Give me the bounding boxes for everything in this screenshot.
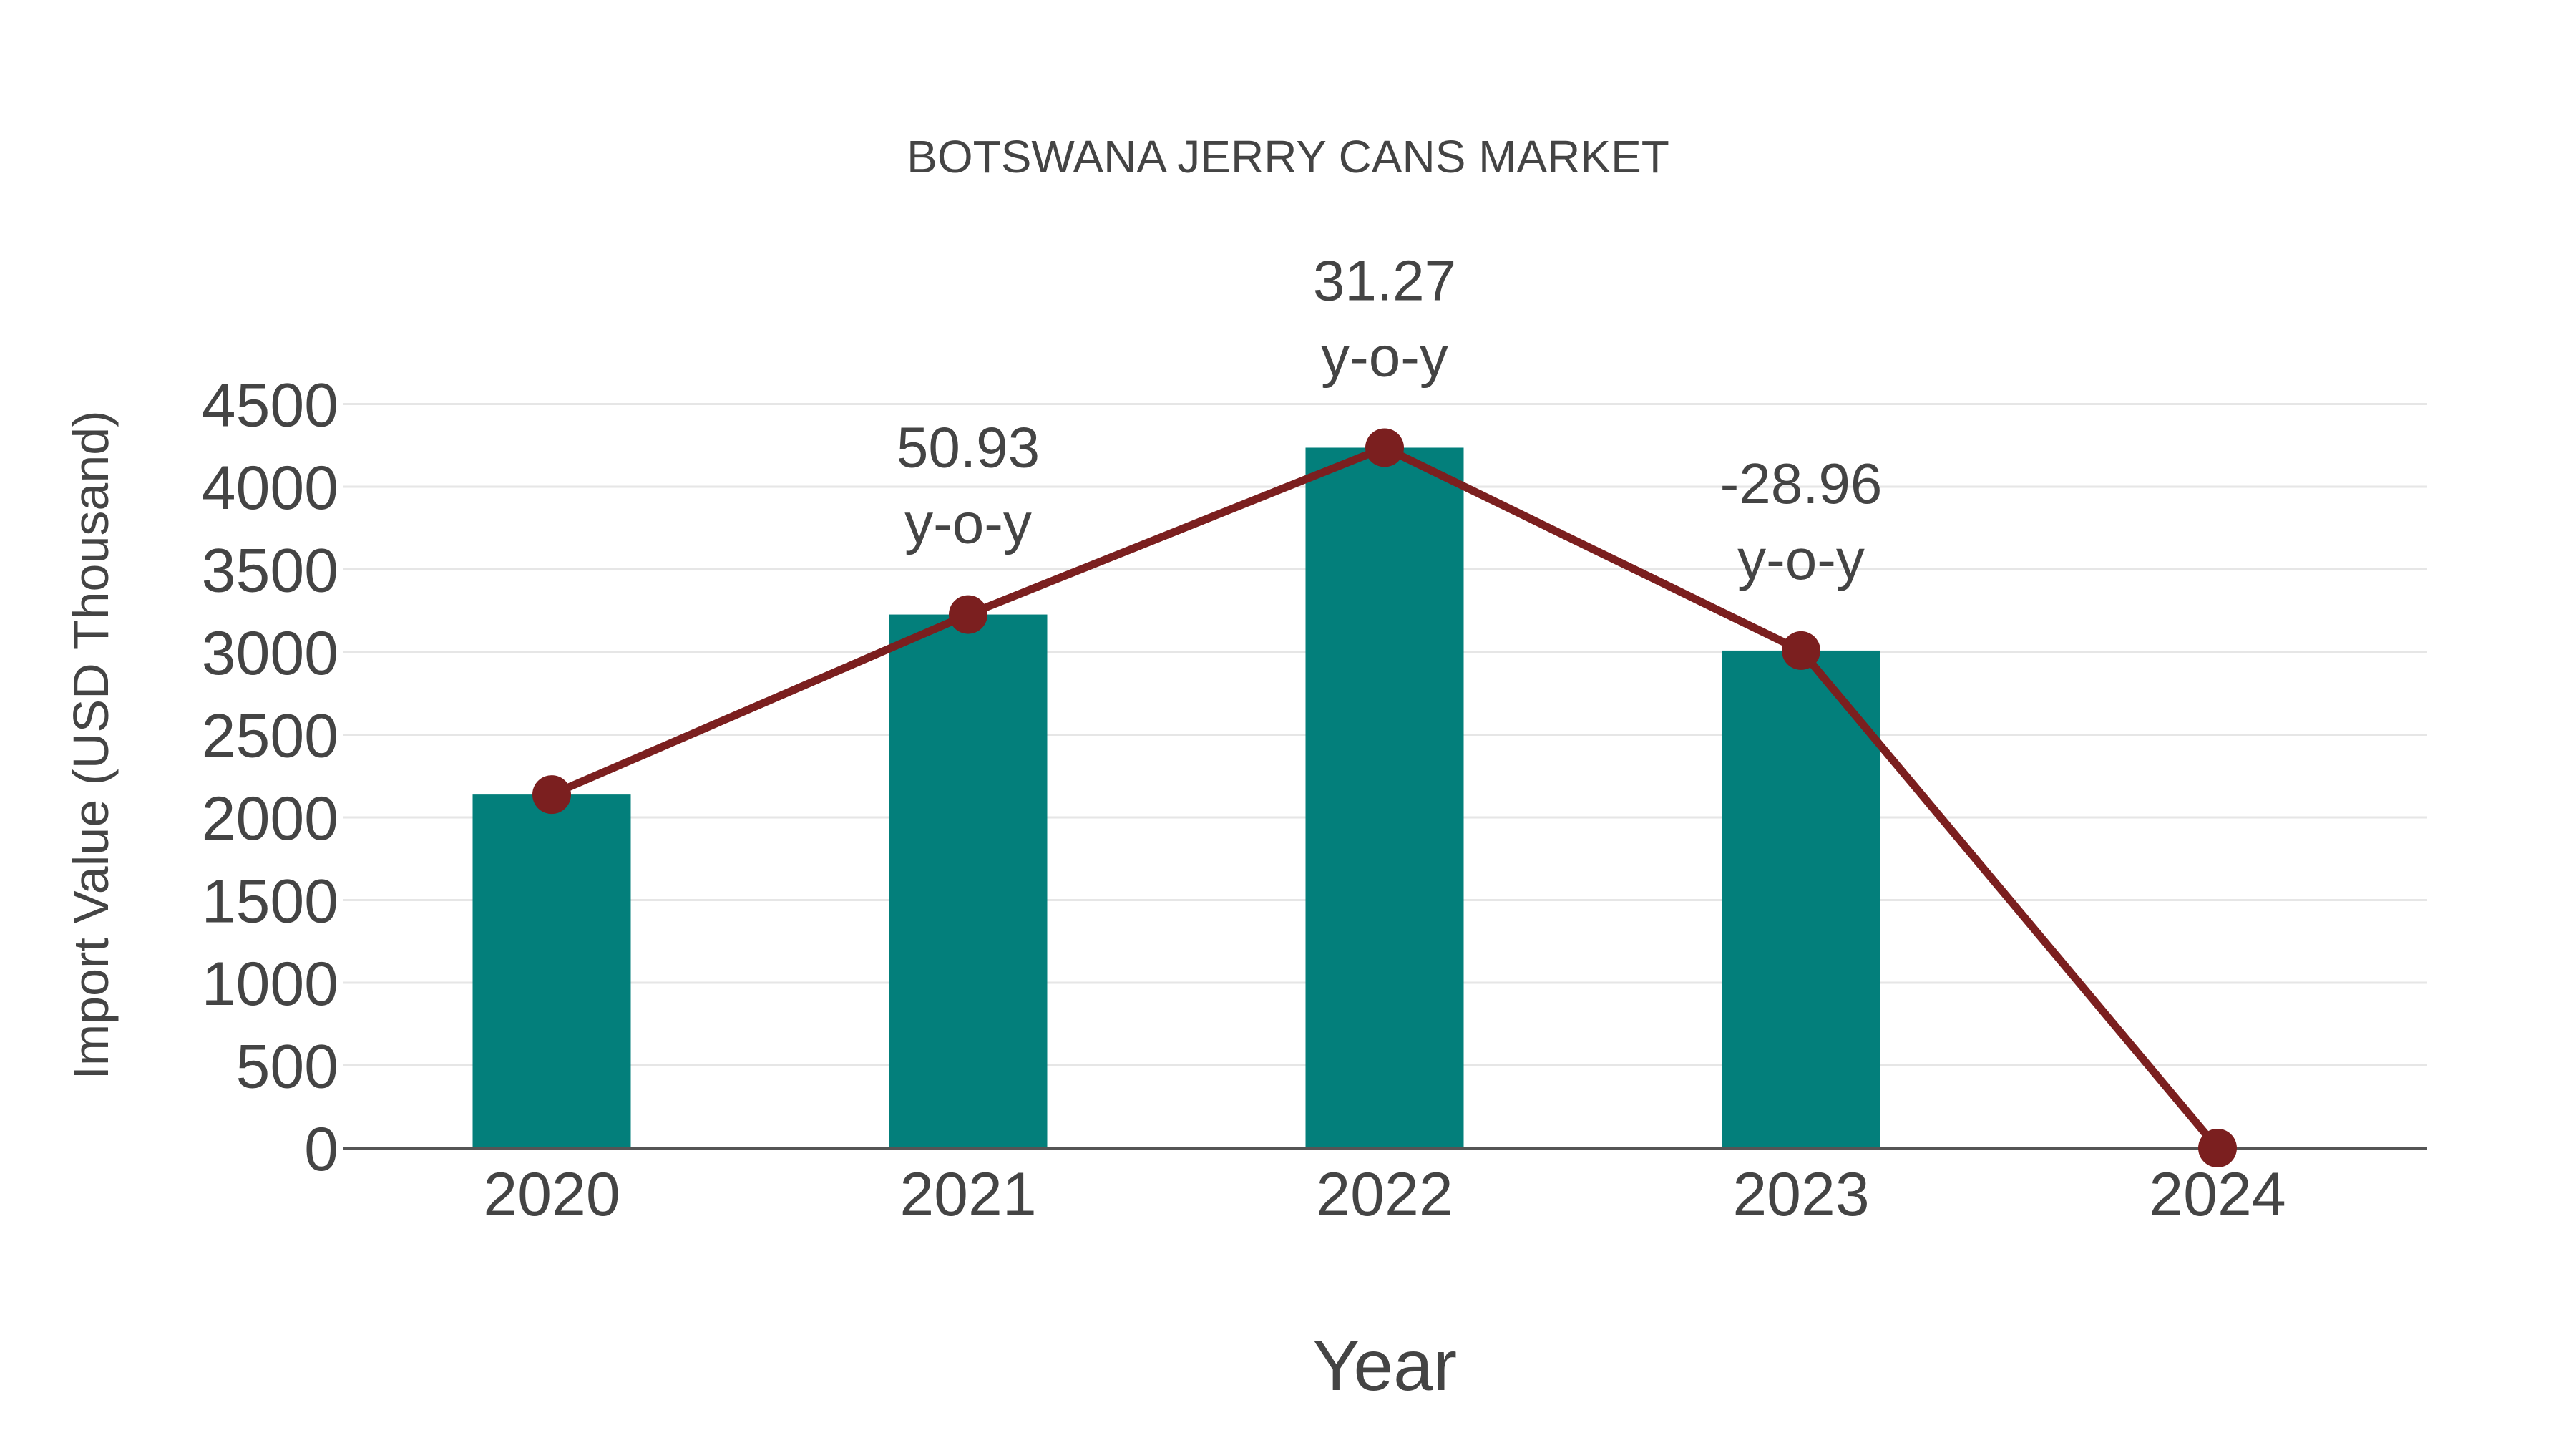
y-axis-title: Import Value (USD Thousand) <box>63 410 119 1079</box>
annotation-suffix: y-o-y <box>1321 324 1448 388</box>
annotation-value: 50.93 <box>897 416 1040 480</box>
line-series <box>532 428 2237 1167</box>
y-tick-label: 500 <box>236 1033 339 1102</box>
x-axis-tick-labels: 2020 2021 2022 2023 2024 <box>483 1160 2285 1229</box>
bar-2022[interactable] <box>1305 447 1464 1148</box>
y-axis-tick-labels: 0 500 1000 1500 2000 2500 3000 3500 4000 4500 <box>202 371 338 1185</box>
x-tick-label: 2021 <box>899 1160 1036 1229</box>
y-tick-label: 3000 <box>202 619 338 688</box>
y-tick-label: 4500 <box>202 371 338 440</box>
y-tick-label: 1000 <box>202 950 338 1019</box>
yoy-annotations: 50.93 y-o-y 31.27 y-o-y -28.96 y-o-y <box>897 248 1883 591</box>
x-tick-label: 2020 <box>483 1160 620 1229</box>
line-marker-2020[interactable] <box>532 775 571 815</box>
line-marker-2021[interactable] <box>949 595 987 634</box>
annotation-suffix: y-o-y <box>904 492 1032 555</box>
x-tick-label: 2023 <box>1732 1160 1869 1229</box>
annotation-2021: 50.93 y-o-y <box>897 416 1040 555</box>
annotation-2023: -28.96 y-o-y <box>1720 452 1883 591</box>
annotation-value: -28.96 <box>1720 452 1883 515</box>
bar-series <box>472 447 1880 1148</box>
x-axis-title: Year <box>1312 1326 1457 1406</box>
bar-2023[interactable] <box>1722 650 1880 1148</box>
annotation-2022: 31.27 y-o-y <box>1313 248 1456 388</box>
annotation-suffix: y-o-y <box>1737 528 1865 591</box>
y-tick-label: 4000 <box>202 454 338 523</box>
y-tick-label: 2000 <box>202 784 338 853</box>
line-marker-2024[interactable] <box>2198 1129 2237 1167</box>
line-marker-2023[interactable] <box>1782 631 1820 670</box>
x-tick-label: 2022 <box>1316 1160 1453 1229</box>
bar-2021[interactable] <box>889 614 1048 1148</box>
annotation-value: 31.27 <box>1313 248 1456 312</box>
line-marker-2022[interactable] <box>1365 428 1404 467</box>
x-tick-label: 2024 <box>2149 1160 2285 1229</box>
chart-title: BOTSWANA JERRY CANS MARKET <box>907 131 1669 183</box>
y-tick-label: 2500 <box>202 702 338 771</box>
y-tick-label: 0 <box>304 1115 338 1184</box>
y-tick-label: 3500 <box>202 537 338 606</box>
y-tick-label: 1500 <box>202 868 338 936</box>
bar-2020[interactable] <box>472 794 631 1148</box>
